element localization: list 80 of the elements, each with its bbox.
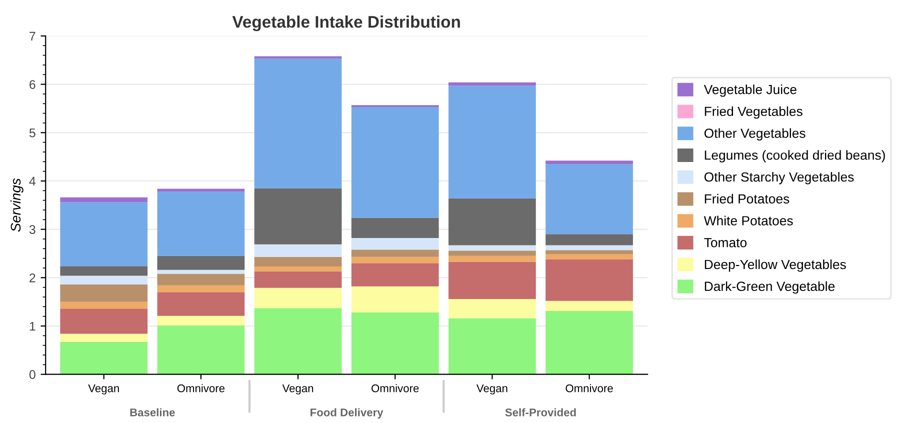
- y-tick-label: 4: [29, 176, 36, 186]
- bar: [254, 288, 342, 308]
- bar: [448, 86, 536, 198]
- bar: [351, 263, 439, 286]
- bar: [60, 202, 148, 266]
- bar: [254, 244, 342, 257]
- bar: [351, 107, 439, 218]
- bar: [546, 234, 633, 246]
- bar: [448, 298, 536, 318]
- bar: [157, 188, 245, 192]
- chart-title: Vegetable Intake Distribution: [232, 16, 460, 32]
- bar: [448, 245, 536, 251]
- bar: [254, 308, 342, 374]
- bar: [546, 300, 633, 312]
- bar: [254, 266, 342, 272]
- y-tick-label: 1: [30, 322, 36, 331]
- legend-label: Fried Potatoes: [704, 194, 790, 204]
- y-tick-label: 6: [30, 80, 36, 89]
- y-tick-label: 5: [29, 128, 36, 138]
- bar: [448, 256, 536, 262]
- bar: [157, 256, 245, 270]
- bar: [351, 256, 439, 264]
- bar: [448, 262, 536, 299]
- bar: [351, 250, 439, 257]
- y-axis-title: Servings: [10, 178, 24, 232]
- bar: [60, 266, 148, 276]
- bar: [60, 284, 148, 302]
- y-tick-label: 0: [29, 370, 36, 380]
- text: Self-Provided: [505, 408, 576, 416]
- legend-label: Other Starchy Vegetables: [704, 172, 854, 184]
- x-tick-label: Vegan: [282, 384, 314, 394]
- y-tick-label: 2: [30, 273, 36, 282]
- legend-label: Legumes (cooked dried beans): [704, 150, 885, 162]
- bar: [157, 316, 245, 326]
- bar: [546, 245, 633, 250]
- bar: [546, 250, 633, 254]
- bar: [60, 308, 148, 334]
- bar: [546, 311, 633, 374]
- bar: [254, 271, 342, 288]
- bar: [157, 192, 245, 256]
- text: Food Delivery: [310, 408, 384, 419]
- bar: [60, 342, 148, 374]
- bar: [157, 292, 245, 316]
- x-tick-label: Omnivore: [566, 384, 613, 392]
- legend-label: Dark-Green Vegetable: [704, 281, 835, 294]
- legend-label: Fried Vegetables: [704, 106, 802, 119]
- bar: [546, 160, 633, 164]
- bar: [448, 318, 536, 374]
- y-tick-label: 3: [29, 225, 36, 234]
- bar: [546, 254, 633, 260]
- bar: [60, 334, 148, 342]
- legend-label: Tomato: [704, 238, 747, 248]
- bar: [351, 312, 439, 374]
- bar: [60, 302, 148, 309]
- text: Baseline: [130, 408, 175, 416]
- bar: [448, 198, 536, 246]
- legend-label: Vegetable Juice: [704, 84, 796, 97]
- bar: [157, 326, 245, 374]
- y-tick-label: 7: [30, 32, 36, 40]
- bar: [157, 270, 245, 274]
- legend-label: Deep-Yellow Vegetables: [704, 259, 846, 272]
- bar: [351, 286, 439, 312]
- bar: [448, 250, 536, 256]
- bar: [157, 285, 245, 292]
- bar: [60, 197, 148, 202]
- x-tick-label: Vegan: [476, 384, 508, 394]
- bar: [546, 164, 633, 234]
- bar: [254, 256, 342, 267]
- x-tick-label: Omnivore: [177, 384, 225, 392]
- legend-label: White Potatoes: [704, 216, 793, 226]
- bar: [60, 276, 148, 284]
- x-tick-label: Omnivore: [372, 384, 419, 392]
- legend-label: Other Vegetables: [704, 128, 806, 141]
- bar: [546, 259, 633, 301]
- bar: [351, 238, 439, 250]
- bar: [157, 274, 245, 286]
- bar: [351, 218, 439, 238]
- x-tick-label: Vegan: [88, 384, 119, 394]
- bar: [254, 188, 342, 244]
- bar: [254, 58, 342, 188]
